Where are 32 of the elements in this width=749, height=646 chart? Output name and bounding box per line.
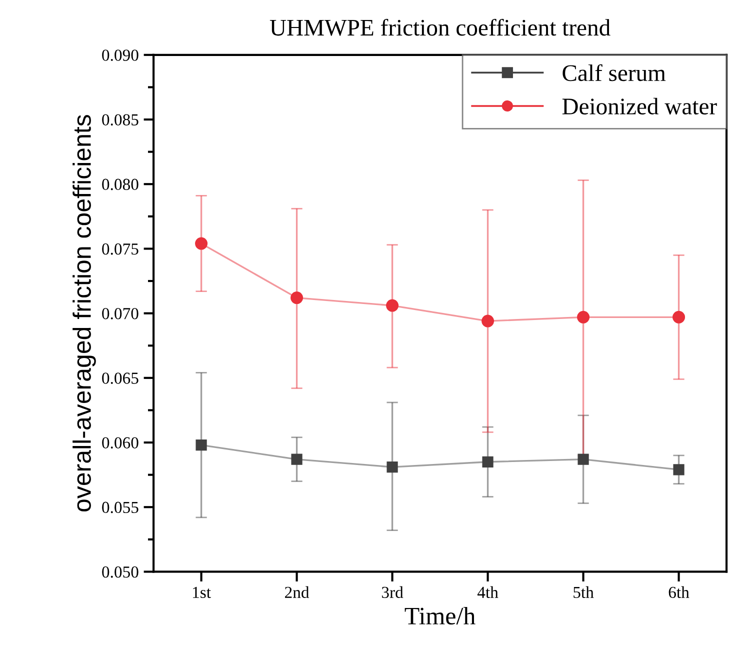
y-tick-label: 0.075 [102,243,138,255]
y-tick-label: 0.055 [102,502,138,514]
point [482,314,494,328]
y-axis-title: overall-averaged friction coefficients [72,115,96,512]
point [386,299,399,312]
point [578,454,589,465]
x-axis-title: Time/h [404,606,476,625]
x-tick-label: 2nd [285,586,310,598]
point [290,292,304,304]
y-tick-label: 0.060 [102,437,138,449]
point [291,454,302,465]
point [482,456,494,468]
point [673,464,684,476]
y-tick-label: 0.070 [102,308,138,320]
y-tick-label: 0.050 [102,566,138,578]
y-tick-label: 0.080 [102,178,138,190]
y-tick-label: 0.065 [102,372,138,384]
legend-label: Calf serum [562,64,666,82]
x-tick-label: 4th [477,586,498,598]
chart-title: UHMWPE friction coefficient trend [270,18,610,36]
point [577,310,590,324]
point [672,310,686,324]
x-tick-label: 1st [193,586,211,598]
y-tick-label: 0.085 [102,114,138,126]
legend-label: Deionized water [562,98,717,114]
point [196,440,207,451]
y-tick-label: 0.090 [102,50,138,61]
x-tick-label: 5th [574,586,594,598]
x-tick-label: 6th [668,586,690,598]
x-tick-label: 3rd [382,586,404,598]
point [386,462,398,473]
point [195,237,208,250]
